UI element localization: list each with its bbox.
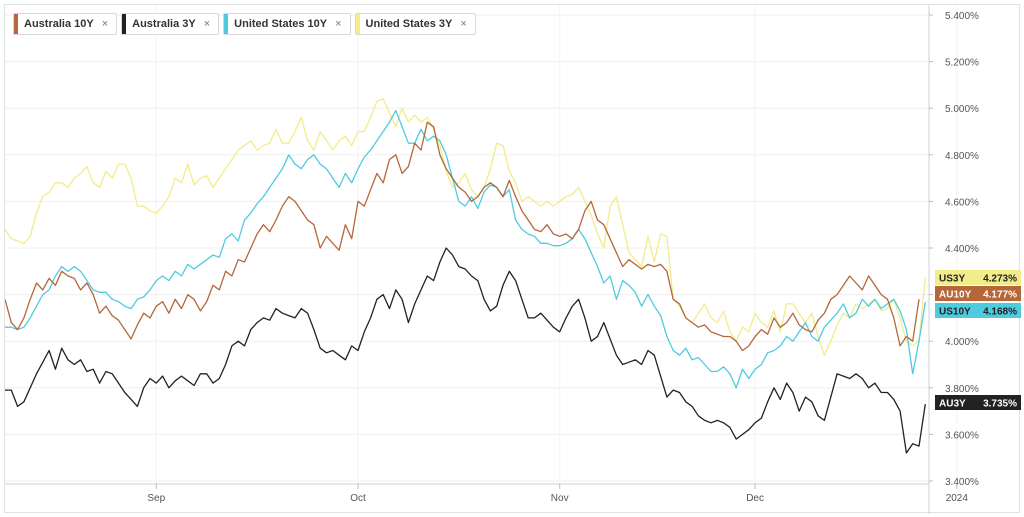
series-line-us3y bbox=[5, 98, 926, 356]
badge-label: US10Y bbox=[939, 307, 971, 318]
x-axis: SepOctNovDec2024Feb bbox=[5, 483, 969, 504]
x-tick-label: Nov bbox=[551, 493, 569, 504]
y-tick-label: 4.600% bbox=[945, 197, 979, 208]
y-tick-label: 3.800% bbox=[945, 384, 979, 395]
legend-chip-united-states-3y[interactable]: United States 3Y × bbox=[354, 13, 476, 35]
badge-value: 4.273% bbox=[983, 274, 1017, 285]
legend-swatch bbox=[122, 14, 127, 34]
legend-chip-australia-3y[interactable]: Australia 3Y × bbox=[121, 13, 220, 35]
badge-label: AU3Y bbox=[939, 399, 966, 410]
badge-background bbox=[935, 270, 1021, 285]
y-tick-label: 5.400% bbox=[945, 11, 979, 22]
legend-swatch bbox=[14, 14, 18, 34]
x-tick-label: Sep bbox=[147, 493, 165, 504]
y-tick-label: 5.000% bbox=[945, 104, 979, 115]
y-tick-label: 3.600% bbox=[945, 430, 979, 441]
y-tick-label: 4.400% bbox=[945, 244, 979, 255]
y-axis: 3.400%3.600%3.800%4.000%4.200%4.400%4.60… bbox=[928, 5, 979, 514]
close-icon[interactable]: × bbox=[101, 18, 109, 30]
badge-us10y: US10Y 4.168% bbox=[935, 303, 1021, 318]
y-tick-label: 3.400% bbox=[945, 477, 979, 488]
series-line-au10y bbox=[5, 121, 920, 352]
legend-label: United States 10Y bbox=[234, 18, 328, 30]
x-tick-label: Dec bbox=[746, 493, 764, 504]
badge-label: US3Y bbox=[939, 274, 965, 285]
legend: Australia 10Y × Australia 3Y × United St… bbox=[13, 13, 476, 35]
badge-value: 4.168% bbox=[983, 307, 1017, 318]
series-line-us10y bbox=[5, 109, 926, 389]
legend-label: United States 3Y bbox=[365, 18, 453, 30]
y-tick-label: 5.200% bbox=[945, 58, 979, 69]
badge-au10y: AU10Y 4.177% bbox=[935, 286, 1021, 301]
badge-au3y: AU3Y 3.735% bbox=[935, 395, 1021, 410]
chart-frame: 3.400%3.600%3.800%4.000%4.200%4.400%4.60… bbox=[4, 4, 1021, 514]
badge-background bbox=[935, 303, 1021, 318]
x-tick-label: Oct bbox=[350, 493, 366, 504]
badge-us3y: US3Y 4.273% bbox=[935, 270, 1021, 285]
close-icon[interactable]: × bbox=[460, 18, 467, 30]
line-chart: 3.400%3.600%3.800%4.000%4.200%4.400%4.60… bbox=[5, 5, 1021, 514]
badge-value: 3.735% bbox=[983, 399, 1017, 410]
legend-swatch bbox=[355, 14, 360, 34]
close-icon[interactable]: × bbox=[203, 18, 211, 30]
badge-value: 4.177% bbox=[983, 290, 1017, 301]
legend-chip-united-states-10y[interactable]: United States 10Y × bbox=[223, 13, 351, 35]
badge-label: AU10Y bbox=[939, 290, 972, 301]
last-value-badges: US3Y 4.273% AU10Y 4.177% US10Y 4.168% AU3Y 3.73… bbox=[935, 270, 1021, 410]
badge-background bbox=[935, 286, 1021, 301]
legend-swatch bbox=[224, 14, 229, 34]
close-icon[interactable]: × bbox=[335, 18, 342, 30]
legend-chip-australia-10y[interactable]: Australia 10Y × bbox=[13, 13, 118, 35]
y-tick-label: 4.800% bbox=[945, 151, 979, 162]
legend-label: Australia 10Y bbox=[24, 18, 94, 30]
series-line-au3y bbox=[5, 247, 926, 454]
x-tick-label: 2024 bbox=[946, 493, 969, 504]
y-tick-label: 4.000% bbox=[945, 337, 979, 348]
legend-label: Australia 3Y bbox=[132, 18, 196, 30]
gridlines bbox=[5, 5, 958, 484]
badge-background bbox=[935, 395, 1021, 410]
series-lines bbox=[5, 98, 926, 454]
